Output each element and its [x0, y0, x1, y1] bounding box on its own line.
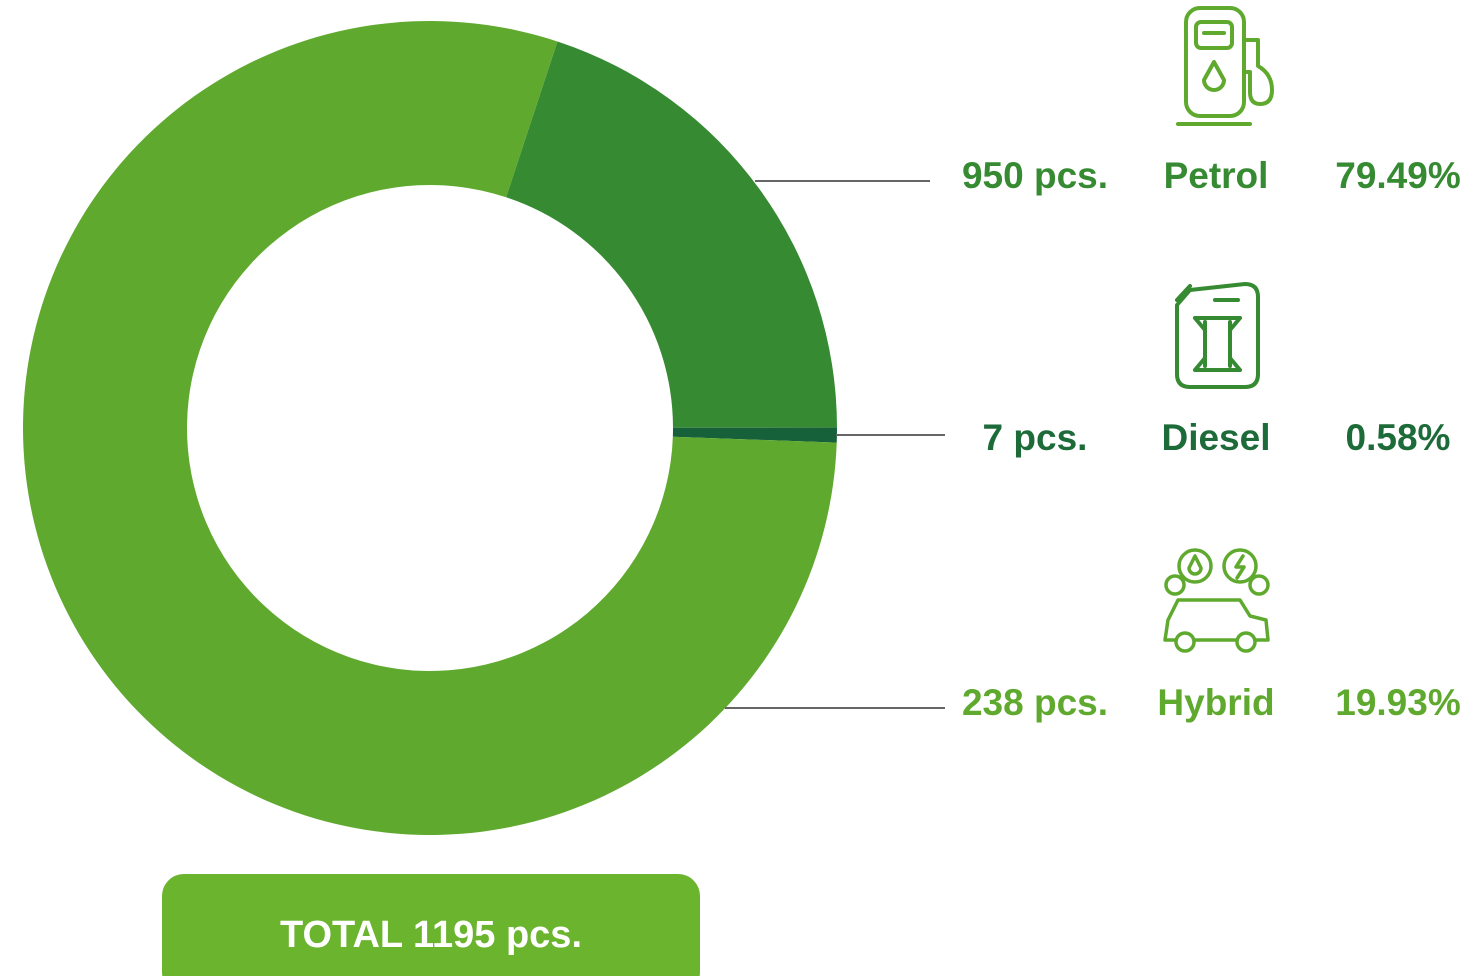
percentage-label: 79.49%	[1335, 155, 1461, 196]
total-box	[162, 874, 700, 976]
slice	[22, 20, 837, 835]
category-label: Petrol	[1164, 155, 1269, 196]
percentage-label: 19.93%	[1335, 682, 1461, 723]
percentage-label: 0.58%	[1346, 417, 1451, 458]
petrol-icon	[1176, 6, 1274, 126]
value-label: 950 pcs.	[962, 155, 1108, 196]
hybrid-icon	[1163, 548, 1270, 653]
diesel-icon	[1175, 282, 1260, 389]
value-label: 238 pcs.	[962, 682, 1108, 723]
value-label: 7 pcs.	[983, 417, 1088, 458]
category-label: Hybrid	[1157, 682, 1274, 723]
total-label: TOTAL 1195 pcs.	[280, 914, 582, 956]
category-label: Diesel	[1161, 417, 1270, 458]
slice	[506, 41, 837, 428]
slice	[672, 427, 837, 443]
